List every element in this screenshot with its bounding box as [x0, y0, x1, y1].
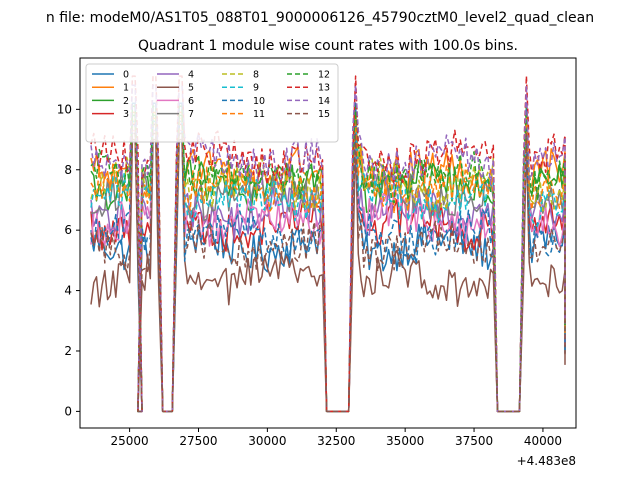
- x-tick-label: 37500: [455, 434, 493, 448]
- x-offset-label: +4.483e8: [517, 454, 576, 468]
- legend-label-7: 7: [188, 109, 194, 120]
- legend-label-10: 10: [253, 96, 265, 107]
- legend-label-2: 2: [123, 96, 129, 107]
- y-tick-label: 0: [64, 404, 72, 418]
- series-line-14: [90, 84, 566, 413]
- legend-label-9: 9: [253, 83, 259, 94]
- y-tick-label: 10: [57, 102, 72, 116]
- series-line-8: [90, 117, 566, 413]
- series-line-11: [90, 117, 566, 413]
- legend-label-12: 12: [318, 70, 330, 81]
- y-tick-label: 4: [64, 284, 72, 298]
- x-tick-label: 32500: [317, 434, 355, 448]
- y-axis: 0 2 4 6 8 10: [57, 102, 80, 418]
- legend-label-0: 0: [123, 70, 129, 81]
- series-line-15: [90, 132, 566, 413]
- legend-label-13: 13: [318, 83, 330, 94]
- x-tick-label: 30000: [248, 434, 286, 448]
- legend-label-3: 3: [123, 109, 129, 120]
- legend-label-14: 14: [318, 96, 330, 107]
- legend-label-8: 8: [253, 70, 259, 81]
- figure-suptitle: n file: modeM0/AS1T05_088T01_9000006126_…: [46, 10, 594, 26]
- chart-title: Quadrant 1 module wise count rates with …: [138, 38, 518, 54]
- legend-label-15: 15: [318, 109, 330, 120]
- x-axis: 25000 27500 30000 32500 35000 37500 40000: [111, 428, 562, 448]
- y-tick-label: 2: [64, 344, 72, 358]
- x-tick-label: 27500: [179, 434, 217, 448]
- legend-label-6: 6: [188, 96, 194, 107]
- legend-label-1: 1: [123, 83, 129, 94]
- series-layer: [90, 75, 566, 413]
- legend-label-11: 11: [253, 109, 265, 120]
- y-tick-label: 6: [64, 223, 72, 237]
- y-tick-label: 8: [64, 163, 72, 177]
- series-line-13: [90, 75, 566, 413]
- x-tick-label: 25000: [111, 434, 149, 448]
- legend-label-4: 4: [188, 70, 194, 81]
- series-line-5: [90, 138, 566, 413]
- x-tick-label: 35000: [386, 434, 424, 448]
- legend-box: [85, 63, 339, 143]
- legend-label-5: 5: [188, 83, 194, 94]
- plot-frame: [79, 57, 577, 429]
- x-tick-label: 40000: [524, 434, 562, 448]
